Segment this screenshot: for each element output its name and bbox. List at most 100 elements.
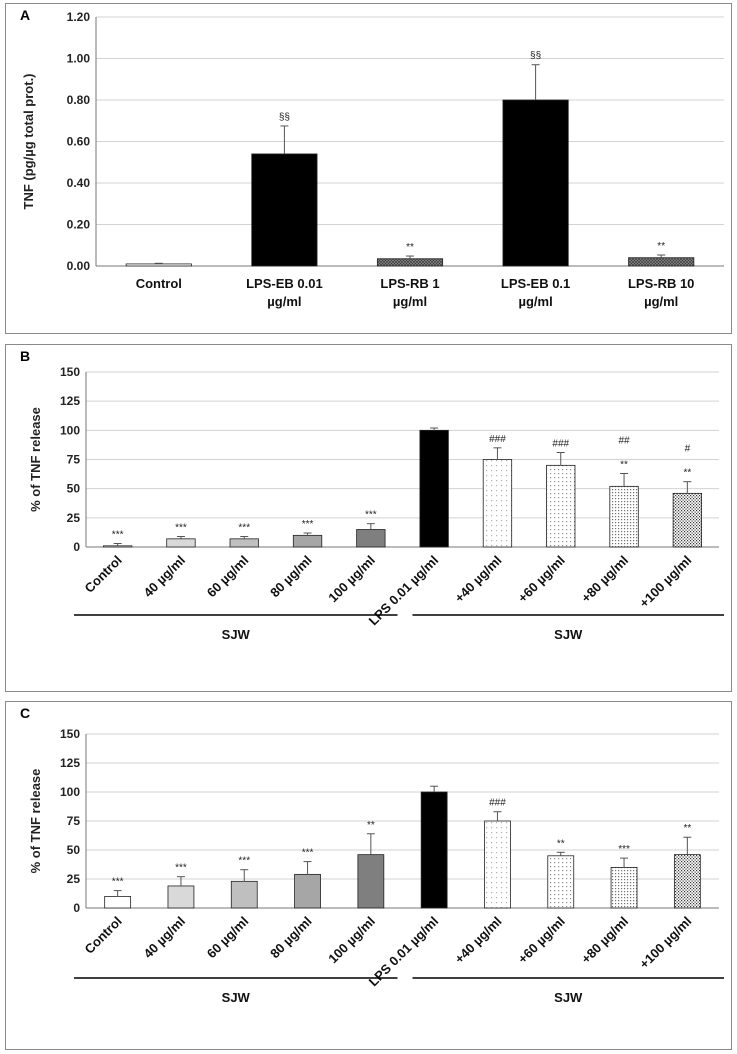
y-tick-label: 0.60 — [67, 135, 91, 149]
x-tick-label: 80 µg/ml — [267, 553, 315, 601]
y-tick-label: 1.00 — [67, 52, 91, 66]
bar — [484, 820, 511, 909]
panel-b: B 0 25 50 75 100 125 150 % of TNF release *** Cont… — [5, 344, 732, 692]
significance-label: *** — [175, 863, 187, 874]
panel-c: C 0 25 50 75 100 125 150 % of TNF release *** Cont… — [5, 701, 732, 1050]
y-tick-label: 0.80 — [67, 93, 91, 107]
x-tick-label: LPS-EB 0.1 — [501, 276, 570, 291]
y-tick-label: 0 — [73, 901, 80, 915]
significance-label: *** — [238, 523, 250, 534]
x-tick-label: 60 µg/ml — [204, 914, 252, 962]
bar — [251, 153, 318, 267]
panel-label: B — [20, 348, 30, 364]
group-label: SJW — [554, 627, 583, 642]
bar — [167, 885, 195, 909]
y-tick-label: 1.20 — [67, 10, 91, 24]
y-axis-label: % of TNF release — [28, 407, 43, 512]
x-tick-label: µg/ml — [267, 294, 301, 309]
x-tick-label: 40 µg/ml — [140, 553, 188, 601]
x-tick-label: +40 µg/ml — [452, 914, 505, 967]
y-tick-label: 0.40 — [67, 176, 91, 190]
significance-label: *** — [175, 523, 187, 534]
significance-label: ** — [620, 460, 628, 471]
significance-label: *** — [112, 530, 124, 541]
significance-label: ** — [367, 820, 375, 831]
significance-label: ### — [552, 439, 569, 450]
significance-label: §§ — [530, 51, 541, 62]
bar — [125, 263, 192, 267]
group-label: SJW — [222, 627, 251, 642]
bar — [628, 257, 695, 267]
significance-label: # — [685, 444, 691, 455]
chart-b: B 0 25 50 75 100 125 150 % of TNF release *** Cont… — [20, 348, 724, 642]
chart-c: C 0 25 50 75 100 125 150 % of TNF release *** Cont… — [20, 705, 724, 1005]
y-tick-label: 75 — [67, 453, 81, 467]
significance-label: §§ — [279, 112, 290, 123]
x-tick-label: 60 µg/ml — [204, 553, 252, 601]
significance-label: *** — [365, 510, 377, 521]
panel-a: A 0.00 0.20 0.40 0.60 0.80 1.00 1.20 TNF (pg/µg … — [5, 3, 732, 334]
bar — [482, 459, 513, 548]
y-tick-label: 0.00 — [67, 259, 91, 273]
x-tick-label: LPS-RB 10 — [628, 276, 694, 291]
x-tick-label: 100 µg/ml — [325, 553, 378, 606]
panel-label: C — [20, 705, 30, 721]
significance-label: *** — [238, 856, 250, 867]
y-axis-label: % of TNF release — [28, 769, 43, 874]
y-tick-label: 150 — [60, 727, 80, 741]
bar — [230, 880, 258, 909]
chart-a: A 0.00 0.20 0.40 0.60 0.80 1.00 1.20 TNF (pg/µg … — [20, 7, 724, 309]
y-tick-label: 25 — [67, 511, 81, 525]
bar — [292, 534, 323, 548]
x-tick-label: 40 µg/ml — [140, 914, 188, 962]
x-tick-label: +60 µg/ml — [515, 914, 568, 967]
bar — [502, 99, 569, 267]
bar — [547, 855, 575, 909]
y-tick-label: 25 — [67, 872, 81, 886]
significance-label: *** — [112, 877, 124, 888]
significance-label: ** — [683, 468, 691, 479]
x-tick-label: µg/ml — [644, 294, 678, 309]
x-tick-label: +80 µg/ml — [578, 914, 631, 967]
x-tick-label: +60 µg/ml — [515, 553, 568, 606]
significance-label: ** — [683, 823, 691, 834]
x-tick-label: 80 µg/ml — [267, 914, 315, 962]
significance-label: *** — [302, 848, 314, 859]
bar — [610, 866, 638, 909]
y-axis-label: TNF (pg/µg total prot.) — [21, 73, 36, 209]
significance-label: ## — [618, 436, 630, 447]
significance-label: ** — [406, 242, 414, 253]
x-tick-label: Control — [136, 276, 182, 291]
y-tick-label: 50 — [67, 843, 81, 857]
x-tick-label: µg/ml — [393, 294, 427, 309]
group-label: SJW — [222, 990, 251, 1005]
y-tick-label: 100 — [60, 785, 80, 799]
y-tick-label: 150 — [60, 365, 80, 379]
x-tick-label: LPS-EB 0.01 — [246, 276, 323, 291]
x-tick-label: 100 µg/ml — [325, 914, 378, 967]
x-tick-label: +40 µg/ml — [452, 553, 505, 606]
significance-label: ### — [489, 434, 506, 445]
bar — [229, 538, 259, 548]
bar — [609, 485, 639, 548]
bar — [419, 429, 449, 548]
y-tick-label: 100 — [60, 423, 80, 437]
x-tick-label: µg/ml — [518, 294, 552, 309]
significance-label: ** — [557, 838, 565, 849]
y-tick-label: 0.20 — [67, 218, 91, 232]
y-tick-label: 125 — [60, 394, 80, 408]
significance-label: ### — [489, 798, 506, 809]
bar — [103, 545, 133, 548]
y-tick-label: 125 — [60, 756, 80, 770]
bar — [420, 791, 448, 909]
bar — [166, 538, 196, 548]
y-tick-label: 0 — [73, 540, 80, 554]
x-tick-label: Control — [81, 914, 124, 957]
significance-label: *** — [618, 844, 630, 855]
x-tick-label: Control — [81, 553, 124, 596]
x-tick-label: LPS-RB 1 — [380, 276, 439, 291]
y-tick-label: 50 — [67, 482, 81, 496]
significance-label: ** — [657, 241, 665, 252]
group-label: SJW — [554, 990, 583, 1005]
bar — [357, 854, 385, 909]
